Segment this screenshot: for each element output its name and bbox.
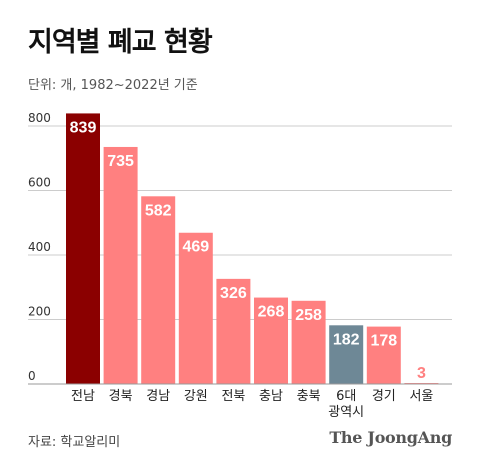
bar-value-label: 326	[220, 285, 247, 302]
chart-title: 지역별 폐교 현황	[28, 27, 213, 58]
category-label: 경남	[146, 389, 170, 404]
bar	[254, 297, 288, 384]
bar	[141, 196, 176, 384]
category-label: 충북	[297, 389, 321, 404]
bar-value-label: 735	[107, 153, 134, 170]
bar-value-label: 3	[417, 365, 426, 382]
source-note: 자료: 학교알리미	[28, 435, 121, 450]
bar	[329, 325, 364, 384]
y-tick-label: 600	[28, 176, 51, 190]
bar-value-label: 258	[295, 307, 322, 324]
category-label: 서울	[409, 389, 433, 404]
y-tick-label: 400	[28, 240, 51, 254]
bar-value-label: 182	[333, 331, 360, 348]
bar	[103, 146, 138, 384]
category-label: 강원	[184, 389, 208, 404]
category-label: 경기	[372, 389, 396, 404]
bar-value-label: 469	[182, 239, 209, 256]
category-label: 전북	[221, 389, 245, 404]
y-tick-label: 0	[28, 369, 36, 383]
category-label: 충남	[259, 389, 283, 404]
bar	[291, 300, 326, 384]
bar-value-label: 178	[370, 333, 397, 350]
category-label: 6대 광역시	[328, 389, 364, 420]
bar	[66, 113, 100, 385]
bar-value-label: 839	[70, 119, 97, 136]
y-tick-label: 800	[28, 111, 51, 125]
bar	[216, 278, 251, 384]
bar-value-label: 582	[145, 202, 172, 219]
y-tick-label: 200	[28, 305, 51, 319]
bar-value-label: 268	[258, 304, 285, 321]
category-label: 경북	[109, 389, 133, 404]
category-label: 전남	[71, 389, 95, 404]
bar	[178, 232, 213, 384]
brand-logo: The JoongAng	[329, 428, 452, 447]
bar	[366, 326, 401, 384]
chart-subtitle: 단위: 개, 1982~2022년 기준	[28, 78, 198, 93]
